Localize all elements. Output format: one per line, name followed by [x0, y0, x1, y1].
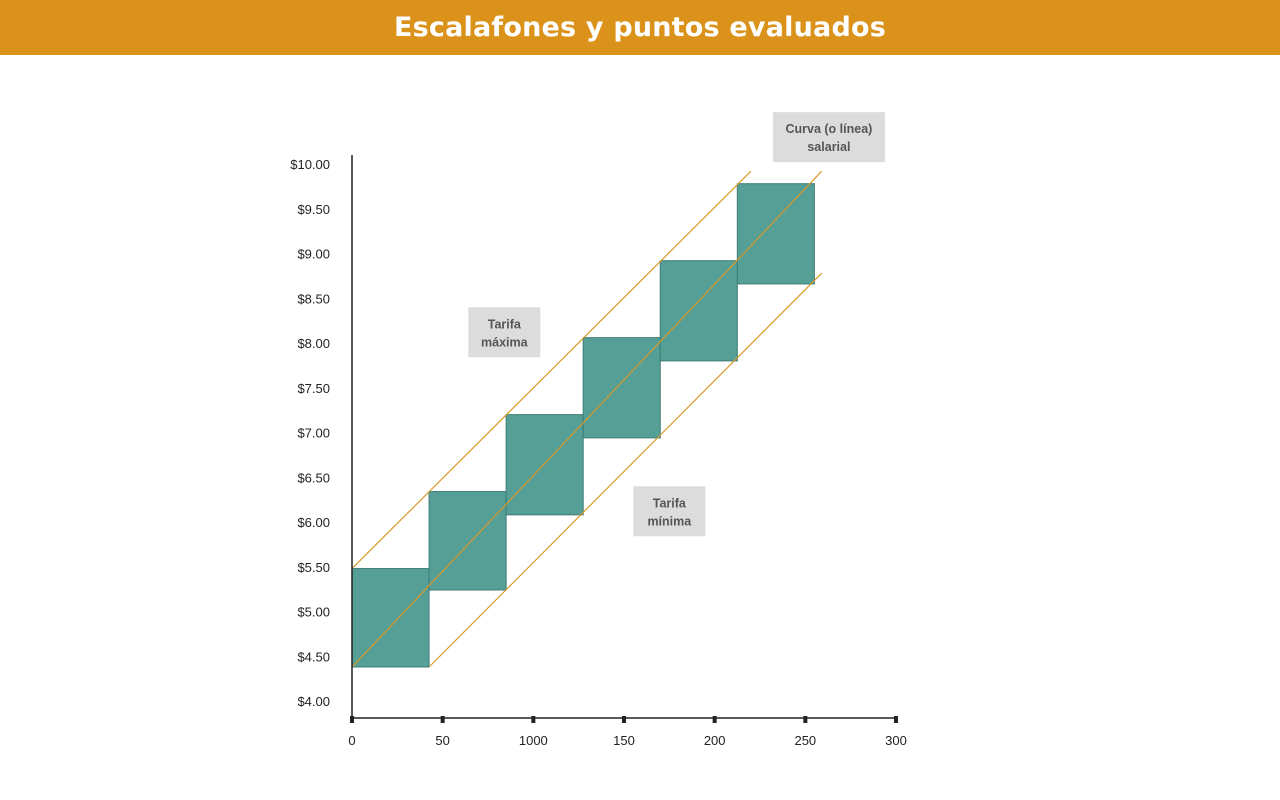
y-tick-label: $5.00 — [297, 605, 330, 620]
x-tick-label: 0 — [348, 733, 355, 748]
max-rate-callout: Tarifa máxima — [468, 307, 541, 358]
salary-curve-callout: Curva (o línea) salarial — [772, 112, 885, 163]
title-banner: Escalafones y puntos evaluados — [0, 0, 1280, 55]
x-tick-mark — [894, 716, 898, 723]
x-tick-label: 250 — [794, 733, 816, 748]
x-tick-mark — [712, 716, 717, 723]
x-tick-label: 50 — [435, 733, 449, 748]
y-tick-label: $8.50 — [297, 291, 330, 306]
x-tick-mark — [440, 716, 445, 723]
salary-lines — [351, 170, 823, 668]
x-tick-label: 200 — [704, 733, 726, 748]
y-tick-label: $4.00 — [297, 694, 330, 709]
x-axis-ticks: 0 50 1000 150 200 250 300 — [348, 716, 907, 748]
y-tick-label: $8.00 — [297, 336, 330, 351]
pay-grade-box-5 — [659, 260, 738, 362]
y-tick-label: $7.50 — [297, 381, 330, 396]
y-tick-label: $7.00 — [297, 426, 330, 441]
callout-label: Tarifa — [653, 496, 687, 510]
x-tick-mark — [803, 716, 808, 723]
pay-grade-box-1 — [351, 568, 430, 668]
y-tick-label: $5.50 — [297, 560, 330, 575]
callout-label: Curva (o línea) — [785, 122, 872, 136]
max-rate-line — [351, 170, 752, 569]
pay-grade-box-3 — [505, 414, 584, 516]
x-tick-mark — [531, 716, 536, 723]
x-tick-label: 300 — [885, 733, 907, 748]
callout-box — [468, 307, 541, 358]
min-rate-line — [428, 272, 823, 668]
y-tick-label: $6.00 — [297, 515, 330, 530]
callout-label: máxima — [481, 335, 529, 349]
x-tick-label: 150 — [613, 733, 635, 748]
y-tick-label: $9.00 — [297, 247, 330, 262]
salary-curve-line — [351, 170, 823, 668]
y-tick-label: $9.50 — [297, 202, 330, 217]
min-rate-callout: Tarifa mínima — [633, 486, 706, 537]
x-tick-mark — [622, 716, 626, 723]
callout-label: mínima — [647, 514, 692, 528]
y-axis-ticks: $4.00 $4.50 $5.00 $5.50 $6.00 $6.50 $7.00 $7.50… — [290, 157, 330, 709]
pay-grade-box-4 — [582, 337, 661, 439]
annotations: Curva (o línea)salarialTarifamáximaTarif… — [468, 112, 885, 537]
page-title: Escalafones y puntos evaluados — [394, 12, 886, 43]
y-tick-label: $10.00 — [290, 157, 330, 172]
pay-grade-box-2 — [428, 491, 507, 591]
callout-box — [633, 486, 706, 537]
callout-box — [772, 112, 885, 163]
y-tick-label: $6.50 — [297, 470, 330, 485]
callout-label: salarial — [807, 140, 850, 154]
y-tick-label: $4.50 — [297, 649, 330, 664]
x-tick-label: 1000 — [519, 733, 548, 748]
pay-grades — [351, 183, 815, 668]
x-tick-mark — [350, 716, 354, 723]
callout-label: Tarifa — [488, 317, 522, 331]
pay-grade-box-6 — [736, 183, 815, 285]
